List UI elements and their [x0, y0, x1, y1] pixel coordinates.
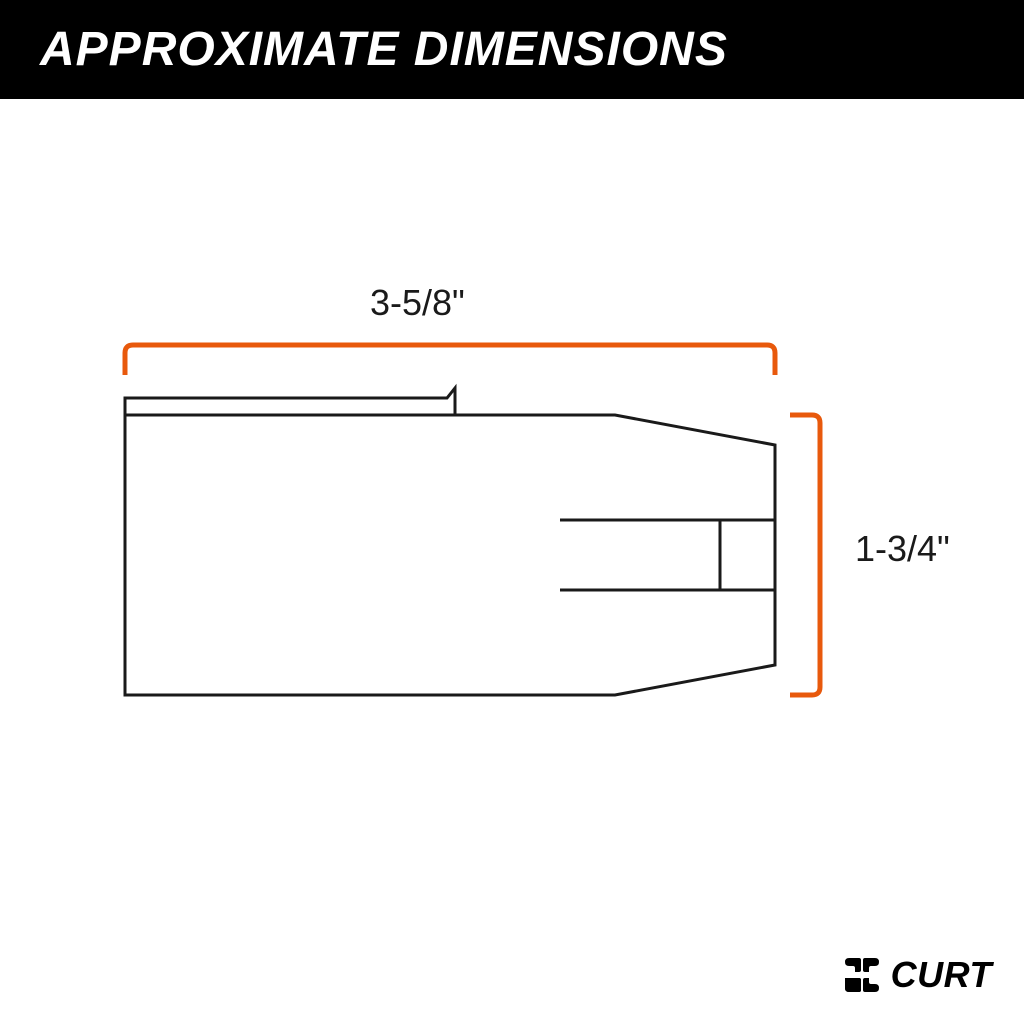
brand-icon	[843, 956, 881, 994]
height-dimension-bracket	[790, 415, 820, 695]
width-dimension-bracket	[125, 345, 775, 375]
brand-logo: CURT	[843, 954, 992, 996]
header-bar: APPROXIMATE DIMENSIONS	[0, 0, 1024, 99]
brand-name: CURT	[891, 954, 992, 996]
header-title: APPROXIMATE DIMENSIONS	[40, 22, 984, 77]
technical-drawing-svg	[0, 150, 1024, 870]
height-dimension-label: 1-3/4"	[855, 528, 950, 570]
width-dimension-label: 3-5/8"	[370, 282, 465, 324]
part-outline	[125, 388, 775, 695]
diagram-area: 3-5/8" 1-3/4"	[0, 150, 1024, 870]
